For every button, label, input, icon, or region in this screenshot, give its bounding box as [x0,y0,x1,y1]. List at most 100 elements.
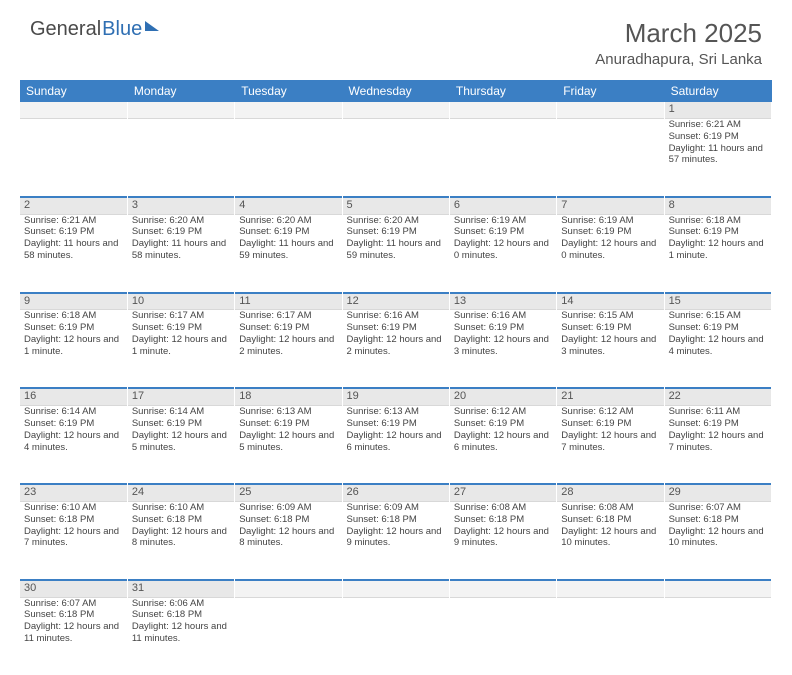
day-number: 2 [20,198,127,215]
sunset-text: Sunset: 6:19 PM [347,418,445,430]
page-header: GeneralBlue March 2025 Anuradhapura, Sri… [0,0,792,74]
weekday-header: Wednesday [342,80,449,102]
day-cell: Sunrise: 6:17 AMSunset: 6:19 PMDaylight:… [235,310,342,387]
daylight-text: Daylight: 12 hours and 8 minutes. [132,526,230,550]
day-cell-header: 3 [127,198,234,215]
daylight-text: Daylight: 12 hours and 9 minutes. [347,526,445,550]
sunrise-text: Sunrise: 6:10 AM [24,502,123,514]
day-number: 9 [20,294,127,311]
sunrise-text: Sunrise: 6:19 AM [561,215,659,227]
day-number: 18 [235,389,341,406]
sunrise-text: Sunrise: 6:13 AM [347,406,445,418]
day-number: 31 [128,581,234,598]
daynum-row: 16171819202122 [20,389,772,406]
day-number: 28 [557,485,663,502]
day-number: 22 [665,389,771,406]
day-cell: Sunrise: 6:20 AMSunset: 6:19 PMDaylight:… [127,215,234,292]
sunrise-text: Sunrise: 6:13 AM [239,406,337,418]
sunset-text: Sunset: 6:18 PM [239,514,337,526]
day-number: 25 [235,485,341,502]
weekday-header: Tuesday [235,80,342,102]
daylight-text: Daylight: 12 hours and 1 minute. [669,238,767,262]
day-cell-header: 29 [664,485,771,502]
logo: GeneralBlue [30,18,159,41]
sunrise-text: Sunrise: 6:17 AM [239,310,337,322]
sunset-text: Sunset: 6:19 PM [347,322,445,334]
sunset-text: Sunset: 6:19 PM [454,322,552,334]
week-row: Sunrise: 6:21 AMSunset: 6:19 PMDaylight:… [20,215,772,292]
day-number: 21 [557,389,663,406]
daylight-text: Daylight: 12 hours and 4 minutes. [669,334,767,358]
day-cell: Sunrise: 6:13 AMSunset: 6:19 PMDaylight:… [235,406,342,483]
day-cell-header: 1 [664,102,771,119]
day-cell: Sunrise: 6:14 AMSunset: 6:19 PMDaylight:… [20,406,127,483]
day-cell-header: 6 [449,198,556,215]
day-cell-header: 15 [664,294,771,311]
sunrise-text: Sunrise: 6:12 AM [454,406,552,418]
day-cell-header: 8 [664,198,771,215]
sunrise-text: Sunrise: 6:14 AM [24,406,123,418]
day-cell: Sunrise: 6:19 AMSunset: 6:19 PMDaylight:… [449,215,556,292]
day-cell: Sunrise: 6:08 AMSunset: 6:18 PMDaylight:… [449,502,556,579]
weekday-header: Monday [127,80,234,102]
day-number: 5 [343,198,449,215]
weekday-header: Thursday [449,80,556,102]
day-cell-header [20,102,127,119]
sunrise-text: Sunrise: 6:06 AM [132,598,230,610]
day-cell: Sunrise: 6:12 AMSunset: 6:19 PMDaylight:… [449,406,556,483]
week-row: Sunrise: 6:07 AMSunset: 6:18 PMDaylight:… [20,598,772,675]
day-cell: Sunrise: 6:15 AMSunset: 6:19 PMDaylight:… [664,310,771,387]
day-number: 14 [557,294,663,311]
day-number: 13 [450,294,556,311]
sunset-text: Sunset: 6:19 PM [669,322,767,334]
sunrise-text: Sunrise: 6:19 AM [454,215,552,227]
day-cell: Sunrise: 6:20 AMSunset: 6:19 PMDaylight:… [342,215,449,292]
day-cell-header: 26 [342,485,449,502]
day-cell-header: 19 [342,389,449,406]
day-cell-header [557,102,664,119]
day-cell: Sunrise: 6:16 AMSunset: 6:19 PMDaylight:… [449,310,556,387]
day-cell-header: 11 [235,294,342,311]
day-cell-header: 25 [235,485,342,502]
daylight-text: Daylight: 12 hours and 0 minutes. [454,238,552,262]
day-cell [449,598,556,675]
sunrise-text: Sunrise: 6:16 AM [454,310,552,322]
day-number: 20 [450,389,556,406]
day-cell: Sunrise: 6:07 AMSunset: 6:18 PMDaylight:… [20,598,127,675]
daylight-text: Daylight: 11 hours and 57 minutes. [669,143,767,167]
day-cell: Sunrise: 6:21 AMSunset: 6:19 PMDaylight:… [664,119,771,196]
sunset-text: Sunset: 6:18 PM [454,514,552,526]
week-row: Sunrise: 6:10 AM Sunset: 6:18 PM Daylight:… [20,502,772,579]
day-cell: Sunrise: 6:21 AMSunset: 6:19 PMDaylight:… [20,215,127,292]
day-cell: Sunrise: 6:10 AMSunset: 6:18 PMDaylight:… [20,502,127,579]
week-row: Sunrise: 6:14 AM Sunset: 6:19 PM Daylight:… [20,406,772,483]
day-number [665,581,771,598]
sunset-text: Sunset: 6:18 PM [669,514,767,526]
day-number [450,581,556,598]
daylight-text: Daylight: 11 hours and 59 minutes. [347,238,445,262]
daylight-text: Daylight: 12 hours and 7 minutes. [669,430,767,454]
logo-triangle-icon [145,21,159,31]
day-cell-header: 18 [235,389,342,406]
sunset-text: Sunset: 6:19 PM [454,226,552,238]
sunrise-text: Sunrise: 6:07 AM [669,502,767,514]
sunrise-text: Sunrise: 6:09 AM [347,502,445,514]
day-cell-header: 30 [20,581,127,598]
day-cell-header [342,102,449,119]
title-block: March 2025 Anuradhapura, Sri Lanka [595,18,762,68]
day-number [235,102,341,119]
sunrise-text: Sunrise: 6:15 AM [561,310,659,322]
day-cell-header [449,581,556,598]
sunset-text: Sunset: 6:19 PM [132,322,230,334]
week-row: Sunrise: 6:21 AMSunset: 6:19 PMDaylight:… [20,119,772,196]
day-cell-header: 21 [557,389,664,406]
day-cell-header [235,102,342,119]
logo-text-2: Blue [102,18,142,41]
day-number: 16 [20,389,127,406]
day-cell-header: 14 [557,294,664,311]
daylight-text: Daylight: 12 hours and 1 minute. [132,334,230,358]
day-cell [20,119,127,196]
sunrise-text: Sunrise: 6:07 AM [24,598,123,610]
day-number: 6 [450,198,556,215]
day-cell: Sunrise: 6:10 AMSunset: 6:18 PMDaylight:… [127,502,234,579]
